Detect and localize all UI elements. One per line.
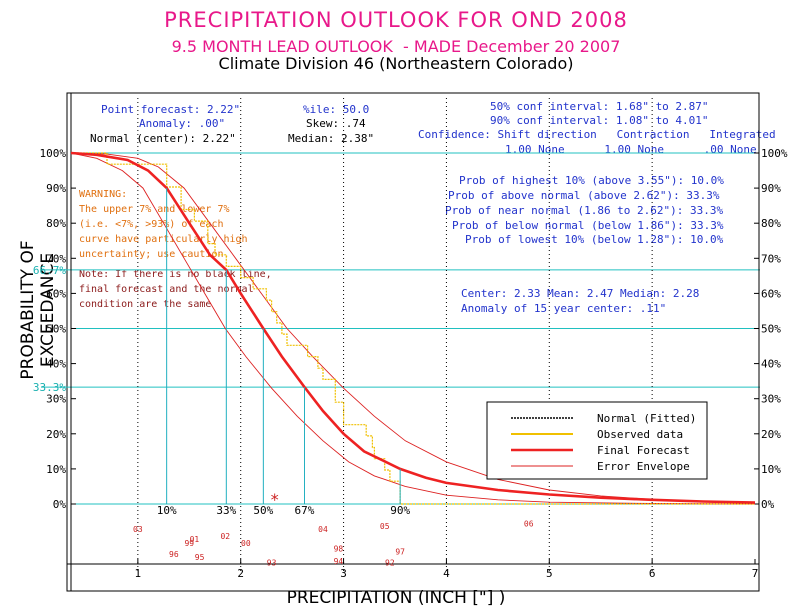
y-tick-label: 80% — [46, 217, 66, 230]
year-marker: 94 — [334, 557, 344, 566]
legend-label: Error Envelope — [597, 460, 690, 473]
year-marker: 96 — [169, 550, 179, 559]
year-marker: 98 — [334, 545, 344, 554]
year-marker: 93 — [267, 559, 277, 568]
legend-label: Normal (Fitted) — [597, 412, 696, 425]
center-marker: * — [270, 490, 280, 509]
y-tick-label: 30% — [46, 393, 66, 406]
confidence-values-text: 1.00 None 1.00 None .00 None — [505, 143, 757, 156]
year-marker: 97 — [395, 547, 405, 556]
prob-below-text: Prob of below normal (below 1.86"): 33.3… — [452, 219, 724, 232]
y-tick-label-right: 40% — [761, 358, 781, 371]
y-tick-label: 40% — [46, 358, 66, 371]
anomaly-text: Anomaly: .00" — [139, 117, 226, 130]
climate-division-title: Climate Division 46 (Northeastern Colora… — [218, 54, 574, 73]
y-tick-label: 60% — [46, 287, 66, 300]
x-tick-label: 3 — [340, 567, 347, 580]
y-tick-label-right: 80% — [761, 217, 781, 230]
y-tick-label: 70% — [46, 252, 66, 265]
percentile-label: 67% — [295, 504, 315, 517]
x-tick-label: 5 — [546, 567, 553, 580]
year-marker: 01 — [190, 535, 200, 544]
y-tick-label-right: 70% — [761, 252, 781, 265]
legend-label: Final Forecast — [597, 444, 690, 457]
y-tick-label-right: 10% — [761, 463, 781, 476]
warning-line: curve have particularly high — [79, 234, 248, 245]
year-marker: 05 — [380, 522, 390, 531]
year-marker: 02 — [220, 532, 230, 541]
warning-line: (i.e. <7%, >93%) of each — [79, 219, 224, 230]
warning-line: WARNING: — [79, 189, 128, 200]
percentile-label: 50% — [253, 504, 273, 517]
chart-title: PRECIPITATION OUTLOOK FOR OND 2008 — [164, 8, 628, 32]
y-tick-label-right: 100% — [761, 147, 788, 160]
x-tick-label: 6 — [649, 567, 656, 580]
percentile-label: 33% — [216, 504, 236, 517]
x-tick-label: 1 — [135, 567, 142, 580]
center-stats-text: Center: 2.33 Mean: 2.47 Median: 2.28 — [461, 287, 700, 300]
normal-center-text: Normal (center): 2.22" — [90, 132, 236, 145]
chart-subtitle: 9.5 MONTH LEAD OUTLOOK - MADE December 2… — [171, 37, 621, 56]
prob-near-text: Prob of near normal (1.86 to 2.62"): 33.… — [445, 204, 724, 217]
year-marker: 04 — [318, 525, 328, 534]
anomaly-center-text: Anomaly of 15 year center: .11" — [461, 302, 667, 315]
year-marker: 03 — [133, 525, 143, 534]
y-tick-label-right: 20% — [761, 428, 781, 441]
tercile-tick-label: 66.7% — [33, 264, 66, 277]
y-tick-label-right: 50% — [761, 323, 781, 336]
y-tick-label: 10% — [46, 463, 66, 476]
y-tick-label: 0% — [53, 498, 67, 511]
note-line: condition are the same — [79, 299, 212, 310]
percentile-text: %ile: 50.0 — [303, 103, 370, 116]
year-marker: 99 — [184, 539, 194, 548]
observed-data-line — [71, 152, 755, 505]
tercile-tick-label: 33.3% — [33, 381, 66, 394]
x-tick-label: 4 — [443, 567, 450, 580]
x-axis-label: PRECIPITATION (INCH ["] ) — [286, 588, 506, 608]
y-tick-label: 90% — [46, 182, 66, 195]
y-tick-label-right: 30% — [761, 393, 781, 406]
prob-highest-text: Prob of highest 10% (above 3.55"): 10.0% — [459, 174, 724, 187]
conf50-text: 50% conf interval: 1.68" to 2.87" — [490, 100, 709, 113]
skew-text: Skew: .74 — [306, 117, 366, 130]
y-tick-label: 20% — [46, 428, 66, 441]
y-tick-label-right: 90% — [761, 182, 781, 195]
error-envelope-upper — [70, 152, 756, 504]
prob-above-text: Prob of above normal (above 2.62"): 33.3… — [448, 189, 720, 202]
y-tick-label-right: 0% — [761, 498, 775, 511]
year-marker: 95 — [195, 553, 205, 562]
y-tick-label: 100% — [40, 147, 67, 160]
percentile-label: 10% — [157, 504, 177, 517]
percentile-label: 90% — [390, 504, 410, 517]
confidence-header-text: Confidence: Shift direction Contraction … — [418, 128, 776, 141]
x-tick-label: 2 — [237, 567, 244, 580]
year-marker: 92 — [385, 559, 395, 568]
median-text: Median: 2.38" — [288, 132, 375, 145]
conf90-text: 90% conf interval: 1.08" to 4.01" — [490, 114, 709, 127]
final-forecast-line — [70, 151, 756, 504]
point-forecast-text: Point forecast: 2.22" — [101, 103, 241, 116]
y-tick-label-right: 60% — [761, 287, 781, 300]
year-marker: 00 — [241, 539, 251, 548]
legend-label: Observed data — [597, 428, 683, 441]
y-tick-label: 50% — [46, 323, 66, 336]
prob-lowest-text: Prob of lowest 10% (below 1.28"): 10.0% — [465, 233, 724, 246]
year-marker: 06 — [524, 519, 534, 528]
error-envelope-lower — [70, 152, 756, 505]
x-tick-label: 7 — [752, 567, 759, 580]
